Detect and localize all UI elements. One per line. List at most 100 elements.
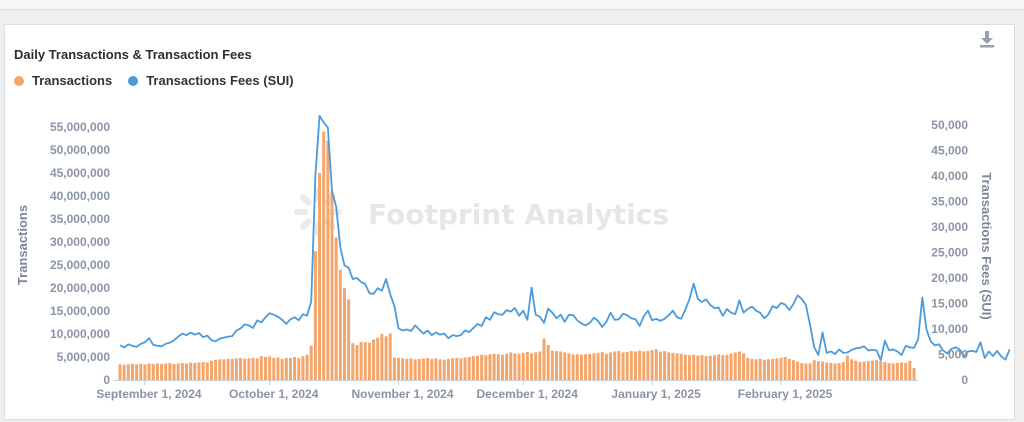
legend-item-fees[interactable]: Transactions Fees (SUI) — [128, 73, 294, 88]
y-right-tick-label: 40,000 — [931, 169, 968, 183]
y-left-axis-title: Transactions — [15, 205, 30, 285]
transactions-bar — [721, 355, 725, 380]
transactions-bar — [837, 362, 841, 380]
legend-label-fees: Transactions Fees (SUI) — [146, 73, 294, 88]
transactions-bar — [891, 363, 895, 380]
transactions-bar — [542, 338, 546, 380]
transactions-bar — [463, 357, 467, 380]
transactions-bar — [155, 363, 159, 380]
transactions-bar — [642, 351, 646, 380]
transactions-bar — [791, 360, 795, 380]
transactions-bar — [621, 352, 625, 380]
transactions-bar — [604, 353, 608, 380]
x-tick-label: October 1, 2024 — [229, 387, 319, 401]
watermark: Footprint Analytics — [294, 188, 669, 236]
transactions-bar — [692, 354, 696, 380]
transactions-bar — [268, 356, 272, 380]
transactions-bar — [883, 362, 887, 380]
transactions-bar — [683, 354, 687, 380]
transactions-bar — [596, 352, 600, 380]
transactions-bar — [363, 342, 367, 380]
transactions-bar — [426, 357, 430, 380]
transactions-bar — [197, 362, 201, 380]
transactions-bar — [575, 354, 579, 380]
y-left-tick-label: 30,000,000 — [50, 235, 110, 249]
transactions-bar — [912, 368, 916, 380]
transactions-bar — [122, 364, 126, 380]
transactions-bar — [480, 354, 484, 380]
legend-label-transactions: Transactions — [32, 73, 113, 88]
transactions-bar — [376, 337, 380, 380]
transactions-bar — [164, 363, 168, 380]
transactions-bar — [858, 362, 862, 380]
transactions-bar — [671, 352, 675, 380]
transactions-bar — [762, 359, 766, 380]
transactions-bar — [895, 362, 899, 380]
transactions-bar — [384, 336, 388, 380]
transactions-bar — [259, 356, 263, 380]
y-left-tick-label: 0 — [103, 373, 110, 387]
x-tick-label: September 1, 2024 — [96, 387, 202, 401]
transactions-bar — [625, 351, 629, 380]
transactions-bar — [280, 358, 284, 380]
chart-title: Daily Transactions & Transaction Fees — [14, 47, 252, 62]
transactions-bar — [845, 355, 849, 380]
transactions-bar — [351, 343, 355, 380]
transactions-bar — [247, 358, 251, 380]
transactions-bar — [663, 351, 667, 380]
transactions-bar — [322, 131, 326, 380]
watermark-logo — [294, 188, 342, 236]
transactions-bar — [243, 358, 247, 380]
transactions-bar — [185, 363, 189, 380]
transactions-bar — [209, 360, 213, 380]
transactions-bar — [264, 357, 267, 380]
transactions-bar — [355, 345, 359, 380]
transactions-bar — [746, 357, 750, 380]
y-right-axis-title: Transactions Fees (SUI) — [979, 172, 994, 319]
download-icon[interactable] — [979, 30, 995, 48]
transactions-bar — [555, 351, 558, 380]
transactions-bar — [879, 361, 883, 380]
x-tick-label: February 1, 2025 — [738, 387, 833, 401]
transactions-bar — [708, 355, 712, 380]
transactions-bar — [193, 362, 197, 380]
transactions-bar — [525, 351, 529, 380]
watermark-logo-petal — [294, 209, 308, 215]
transactions-bar — [825, 362, 829, 380]
transactions-bar — [347, 299, 351, 380]
legend-item-transactions[interactable]: Transactions — [14, 73, 112, 88]
transactions-bar — [451, 358, 455, 380]
transactions-bar — [338, 269, 342, 380]
transactions-bar — [160, 363, 164, 380]
transactions-bar — [675, 353, 679, 380]
transactions-bar — [397, 357, 401, 380]
transactions-bar — [517, 353, 521, 380]
transactions-bar — [862, 361, 866, 380]
transactions-bar — [380, 334, 384, 380]
transactions-bar — [550, 350, 554, 380]
transactions-bar — [816, 361, 820, 380]
transactions-bar — [904, 362, 908, 380]
transactions-bar — [900, 362, 904, 380]
transactions-bar — [330, 191, 334, 380]
transactions-bar — [305, 354, 309, 380]
transactions-bar — [696, 355, 700, 380]
transactions-bar — [230, 358, 234, 380]
transactions-bar — [538, 351, 542, 380]
x-tick-label: November 1, 2024 — [351, 387, 453, 401]
transactions-bar — [737, 351, 741, 380]
transactions-bar — [372, 339, 376, 380]
transactions-bar — [218, 359, 222, 380]
transactions-bar — [771, 358, 775, 380]
transactions-bar — [496, 354, 500, 380]
transactions-bar — [293, 357, 297, 380]
y-right-tick-label: 50,000 — [931, 118, 968, 132]
transactions-bar — [821, 361, 825, 380]
transactions-bar — [334, 237, 338, 380]
transactions-bar — [492, 353, 496, 380]
transactions-bar — [750, 358, 754, 380]
transactions-bar — [488, 354, 492, 380]
watermark-logo-petal — [328, 209, 342, 215]
transactions-bar — [189, 362, 193, 380]
